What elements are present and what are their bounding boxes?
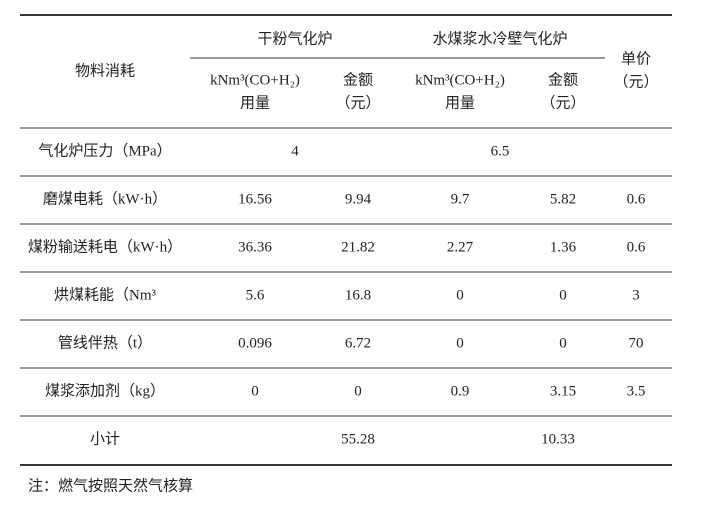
cell: 3.15: [550, 383, 576, 399]
cell: 9.7: [451, 191, 470, 207]
row-label: 烘煤耗能（Nm³: [54, 286, 157, 303]
subtotal-cell: 55.28: [341, 431, 375, 447]
header-group: 干粉气化炉: [257, 30, 332, 47]
cell: 2.27: [447, 239, 474, 255]
header-item: 物料消耗: [75, 62, 135, 79]
cell: 0: [559, 287, 567, 303]
row-label: 煤浆添加剂（kg）: [45, 381, 165, 399]
cell: 0.096: [238, 335, 272, 351]
cell: 0: [559, 335, 567, 351]
cell: 0: [354, 383, 362, 399]
row-label: 气化炉压力（MPa）: [38, 142, 171, 159]
cell: 16.8: [345, 287, 371, 303]
cell: 21.82: [341, 239, 375, 255]
header-subcolumn: （元）: [540, 94, 585, 111]
header-subcolumn: 金额: [548, 71, 578, 88]
cell: 0.6: [627, 191, 646, 207]
cell: 0: [456, 335, 464, 351]
cell: 6.5: [491, 143, 510, 159]
cell: 3.5: [627, 383, 646, 399]
cell: 0: [456, 287, 464, 303]
header-unit-price: 单价: [621, 50, 651, 67]
header-subcolumn: 用量: [445, 95, 475, 111]
cell: 36.36: [238, 239, 272, 255]
header-subcolumn: kNm³(CO+H₂): [210, 72, 300, 88]
row-label: 磨煤电耗（kW·h）: [43, 190, 167, 207]
header-unit-price: （元）: [613, 73, 658, 90]
cell: 3: [632, 287, 640, 303]
subtotal-label: 小计: [90, 430, 120, 447]
cell: 9.94: [345, 191, 372, 207]
cell: 0.6: [627, 239, 646, 255]
header-subcolumn: kNm³(CO+H₂): [415, 72, 505, 88]
cell: 70: [629, 335, 644, 351]
subtotal-cell: 10.33: [541, 431, 575, 447]
note: 注：燃气按照天然气核算: [28, 476, 193, 494]
cell: 5.6: [246, 287, 265, 303]
cell: 0: [251, 383, 259, 399]
cell: 6.72: [345, 335, 371, 351]
cell: 5.82: [550, 191, 576, 207]
row-label: 煤粉输送耗电（kW·h）: [28, 238, 182, 255]
row-label: 管线伴热（t）: [58, 334, 152, 351]
header-subcolumn: 金额: [343, 71, 373, 88]
header-subcolumn: （元）: [335, 94, 380, 111]
cell: 4: [291, 143, 299, 159]
cell: 16.56: [238, 191, 272, 207]
cell: 1.36: [550, 239, 577, 255]
header-subcolumn: 用量: [240, 95, 270, 111]
header-group: 水煤浆水冷壁气化炉: [432, 29, 567, 47]
cell: 0.9: [451, 383, 470, 399]
